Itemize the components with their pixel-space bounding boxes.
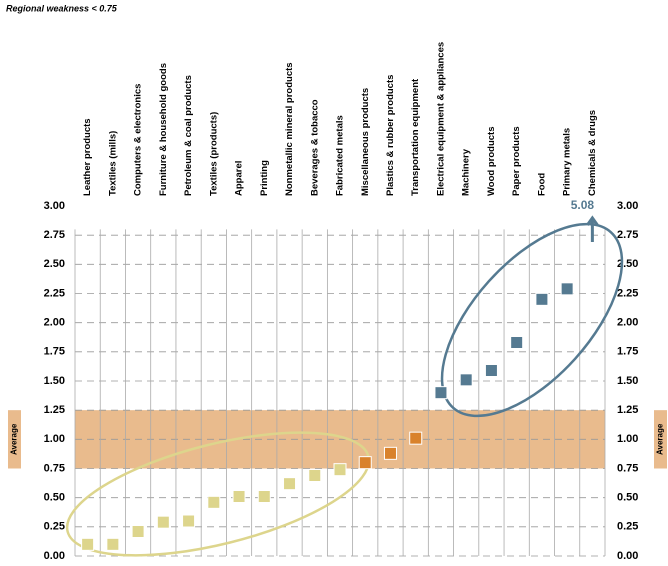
off-scale-arrow (586, 215, 599, 242)
y2-tick-label: 1.00 (617, 433, 638, 445)
average-tag (8, 410, 21, 469)
x-tick-label: Chemicals & drugs (587, 110, 598, 196)
marker (232, 490, 246, 503)
x-tick-label: Furniture & household goods (158, 63, 169, 196)
average-tag (654, 410, 667, 469)
y-tick-label: 2.75 (44, 229, 65, 241)
x-tick-label: Printing (259, 160, 270, 196)
y-tick-label: 0.50 (44, 492, 65, 504)
y-tick-label: 1.25 (44, 404, 65, 416)
x-tick-label: Paper products (511, 126, 522, 196)
marker (383, 446, 397, 460)
marker (283, 477, 297, 491)
x-tick-label: Primary metals (562, 128, 573, 196)
x-tick-label: Electrical equipment & appliances (435, 42, 446, 196)
x-tick-label: Machinery (461, 148, 472, 196)
y2-tick-label: 3.00 (617, 200, 638, 212)
average-label: Average (656, 423, 665, 455)
y-tick-label: 1.50 (44, 375, 65, 387)
y-tick-label: 0.75 (44, 462, 65, 474)
y2-tick-label: 1.25 (617, 404, 638, 416)
marker (333, 463, 347, 477)
average-label: Average (10, 423, 19, 455)
x-tick-label: Nonmetallic mineral products (284, 62, 295, 196)
x-tick-label: Leather products (82, 118, 93, 196)
x-tick-label: Computers & electronics (133, 84, 144, 196)
y2-tick-label: 1.75 (617, 346, 638, 358)
x-tick-label: Textiles (mills) (107, 131, 118, 196)
y2-tick-label: 0.50 (617, 492, 638, 504)
y-tick-label: 2.50 (44, 258, 65, 270)
y-tick-label: 0.25 (44, 521, 65, 533)
marker (510, 336, 524, 349)
y-tick-label: 2.25 (44, 287, 65, 299)
marker (409, 431, 423, 445)
x-tick-label: Food (536, 173, 547, 196)
y2-tick-label: 2.00 (617, 317, 638, 329)
marker (434, 386, 448, 400)
x-tick-label: Plastics & rubber products (385, 75, 396, 196)
marker (459, 373, 473, 387)
marker (207, 495, 221, 509)
y2-tick-label: 0.00 (617, 550, 638, 562)
y-tick-label: 1.75 (44, 346, 65, 358)
y-tick-label: 0.00 (44, 550, 65, 562)
marker (182, 514, 196, 528)
y2-tick-label: 2.25 (617, 287, 638, 299)
y2-tick-label: 0.25 (617, 521, 638, 533)
y2-tick-label: 2.50 (617, 258, 638, 270)
x-tick-label: Textiles (products) (208, 112, 219, 196)
marker (484, 364, 498, 377)
x-tick-label: Apparel (234, 161, 245, 196)
marker (81, 537, 95, 551)
marker (106, 537, 120, 551)
y2-tick-label: 1.50 (617, 375, 638, 387)
x-tick-label: Petroleum & coal products (183, 75, 194, 196)
marker (535, 292, 549, 306)
x-tick-label: Fabricated metals (335, 115, 346, 196)
marker (131, 525, 145, 538)
marker (308, 469, 322, 482)
strong-ellipse (440, 222, 624, 418)
y2-tick-label: 2.75 (617, 229, 638, 241)
y2-tick-label: 0.75 (617, 462, 638, 474)
y-tick-label: 1.00 (44, 433, 65, 445)
marker (257, 490, 271, 503)
y-tick-label: 2.00 (44, 317, 65, 329)
chart-subtitle: Regional weakness < 0.75 (6, 3, 118, 13)
marker (560, 282, 574, 296)
x-tick-label: Transportation equipment (410, 78, 421, 196)
off-scale-label: 5.08 (571, 198, 595, 212)
x-tick-label: Wood products (486, 127, 497, 196)
marker (156, 515, 170, 529)
y-tick-label: 3.00 (44, 200, 65, 212)
marker (358, 456, 372, 470)
x-tick-label: Beverages & tobacco (309, 99, 320, 196)
x-tick-label: Miscellaneous products (360, 88, 371, 196)
